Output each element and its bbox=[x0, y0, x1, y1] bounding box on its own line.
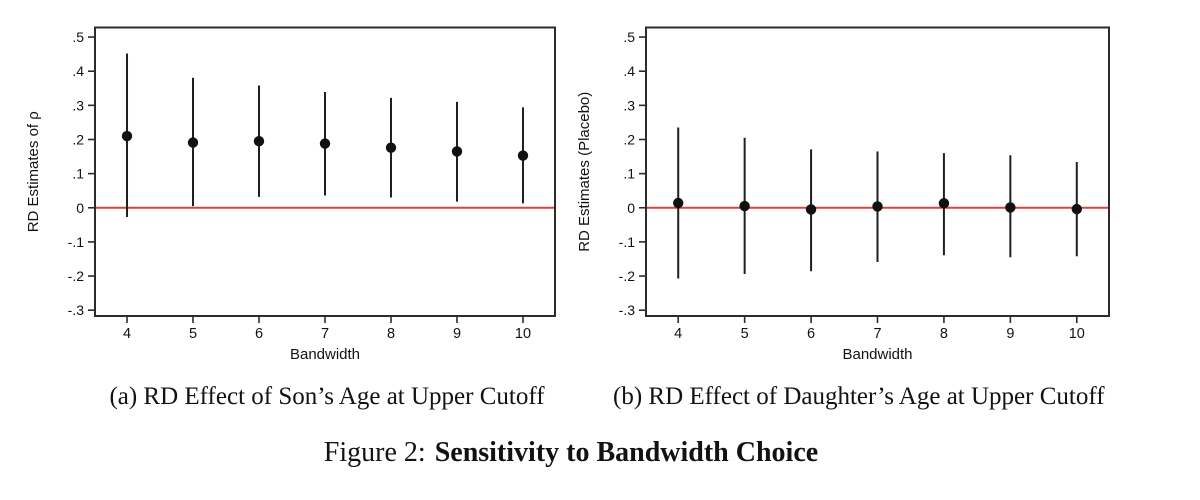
y-axis-title: RD Estimates of ρ bbox=[25, 111, 42, 232]
x-tick-label: 9 bbox=[1006, 326, 1014, 342]
y-tick-label: .1 bbox=[72, 166, 84, 182]
subcaption-panel-a: (a) RD Effect of Son’s Age at Upper Cuto… bbox=[109, 383, 545, 410]
point-estimate bbox=[517, 150, 529, 161]
y-axis-title: RD Estimates (Placebo) bbox=[576, 92, 593, 252]
point-estimate bbox=[872, 201, 883, 212]
panel-b: .5 .4 .3 .2 .1 0 -.1 -.2 -.3 4 5 6 7 8 9 10 Bandwidth RD … bbox=[576, 26, 1110, 363]
point-estimate bbox=[805, 204, 817, 215]
x-tick-label: 6 bbox=[807, 326, 815, 342]
point-estimate bbox=[451, 146, 463, 157]
point-estimate bbox=[385, 142, 397, 153]
figure-title: Sensitivity to Bandwidth Choice bbox=[434, 437, 819, 468]
y-tick-label: .2 bbox=[623, 131, 635, 147]
x-tick-label: 5 bbox=[189, 326, 197, 342]
y-tick-label: 0 bbox=[627, 200, 635, 216]
x-tick-label: 8 bbox=[387, 326, 395, 342]
y-tick-label: .3 bbox=[623, 97, 635, 113]
y-tick-label: -.1 bbox=[619, 234, 636, 250]
point-estimate bbox=[673, 197, 684, 209]
figure-caption: Figure 2: Sensitivity to Bandwidth Choice bbox=[0, 437, 1142, 469]
y-tick-label: .3 bbox=[72, 97, 84, 113]
y-tick-label: .1 bbox=[623, 166, 635, 182]
point-estimate bbox=[1005, 202, 1016, 213]
point-estimate bbox=[1071, 203, 1082, 215]
x-tick-label: 8 bbox=[940, 326, 948, 342]
point-estimate bbox=[253, 135, 265, 147]
x-tick-label: 9 bbox=[453, 326, 461, 342]
rd-coefficient-plots: .5 .4 .3 .2 .1 0 -.1 -.2 -.3 4 5 6 7 8 9 10 Bandwidth RD … bbox=[25, 26, 1110, 363]
x-axis-title: Bandwidth bbox=[290, 346, 360, 363]
y-tick-label: .4 bbox=[623, 63, 635, 79]
y-tick-label: .5 bbox=[623, 29, 635, 45]
x-tick-label: 6 bbox=[255, 326, 263, 342]
point-estimate bbox=[938, 198, 950, 209]
x-tick-label: 5 bbox=[741, 326, 749, 342]
y-tick-label: 0 bbox=[76, 200, 84, 216]
point-estimate bbox=[739, 200, 750, 212]
x-axis-title: Bandwidth bbox=[842, 346, 912, 363]
y-tick-label: .4 bbox=[72, 63, 84, 79]
y-tick-label: -.2 bbox=[619, 268, 636, 284]
x-tick-label: 7 bbox=[873, 326, 881, 342]
y-tick-label: -.3 bbox=[68, 302, 85, 318]
y-tick-label: .2 bbox=[72, 131, 84, 147]
figure-number-label: Figure 2: bbox=[323, 437, 426, 468]
x-tick-label: 4 bbox=[674, 326, 682, 342]
panel-a: .5 .4 .3 .2 .1 0 -.1 -.2 -.3 4 5 6 7 8 9 10 Bandwidth RD … bbox=[25, 26, 556, 363]
x-tick-label: 4 bbox=[123, 326, 131, 342]
x-tick-label: 10 bbox=[515, 326, 531, 342]
point-estimate bbox=[319, 138, 331, 149]
y-tick-label: .5 bbox=[72, 29, 84, 45]
x-tick-label: 10 bbox=[1069, 326, 1085, 342]
y-tick-label: -.2 bbox=[68, 268, 85, 284]
y-tick-label: -.3 bbox=[619, 302, 636, 318]
point-estimate bbox=[187, 137, 199, 148]
subcaption-panel-b: (b) RD Effect of Daughter’s Age at Upper… bbox=[613, 383, 1105, 410]
y-tick-label: -.1 bbox=[68, 234, 85, 250]
x-tick-label: 7 bbox=[321, 326, 329, 342]
point-estimate bbox=[121, 130, 133, 142]
